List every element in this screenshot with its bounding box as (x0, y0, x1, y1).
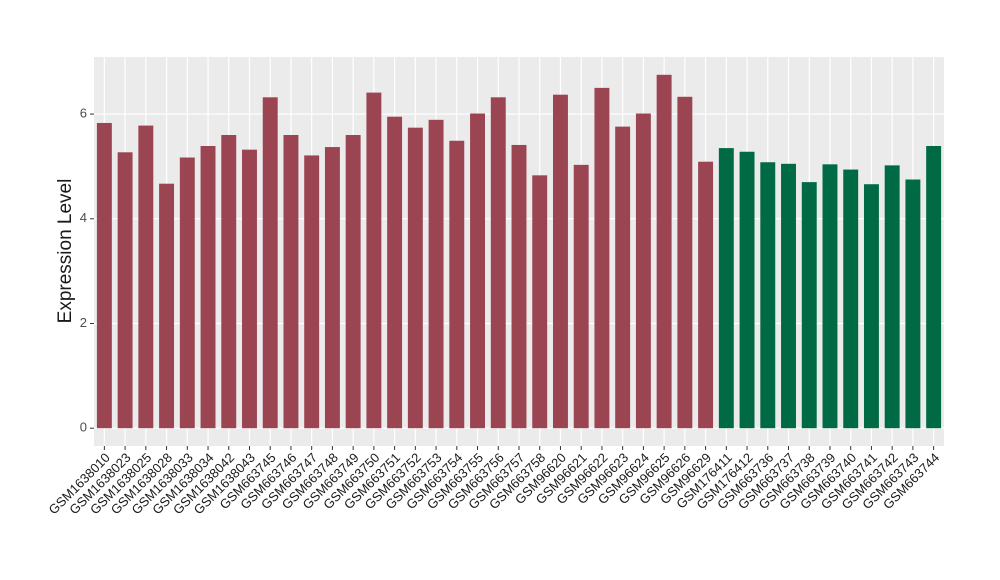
bar (843, 169, 859, 429)
bar (117, 152, 133, 429)
bar (387, 116, 403, 429)
bar (304, 155, 320, 429)
bar (470, 113, 485, 429)
y-axis-label: Expression Level (55, 179, 76, 324)
bar (449, 140, 465, 429)
bar (573, 164, 589, 429)
bar (324, 147, 340, 429)
bar (781, 163, 796, 429)
y-tick-label: 6 (80, 106, 87, 121)
bar (884, 165, 900, 429)
bar (615, 126, 631, 429)
bar (345, 135, 361, 429)
bar (698, 161, 714, 429)
bar (200, 146, 216, 429)
bar (262, 97, 278, 429)
bar (905, 179, 921, 429)
bar (863, 184, 879, 429)
bar (926, 146, 942, 429)
bar (96, 122, 112, 429)
bar (242, 149, 257, 429)
bar (366, 92, 382, 429)
bar (138, 125, 154, 429)
bar (407, 127, 423, 429)
bar (594, 87, 610, 429)
bar (511, 144, 527, 429)
bar (221, 135, 237, 429)
bar (822, 164, 838, 429)
bar (532, 175, 548, 429)
bar (553, 94, 568, 429)
bar (718, 148, 734, 429)
bar (760, 162, 776, 429)
bar (159, 183, 175, 429)
y-tick-label: 4 (80, 210, 87, 225)
bar (739, 151, 755, 429)
bar (179, 157, 195, 429)
bar (801, 182, 817, 429)
bar (635, 113, 651, 429)
bar (656, 74, 672, 429)
bar (428, 119, 444, 429)
y-tick-label: 0 (80, 420, 87, 435)
bar (677, 96, 693, 429)
y-tick-label: 2 (80, 315, 87, 330)
bar (490, 97, 506, 429)
bar (283, 135, 299, 429)
